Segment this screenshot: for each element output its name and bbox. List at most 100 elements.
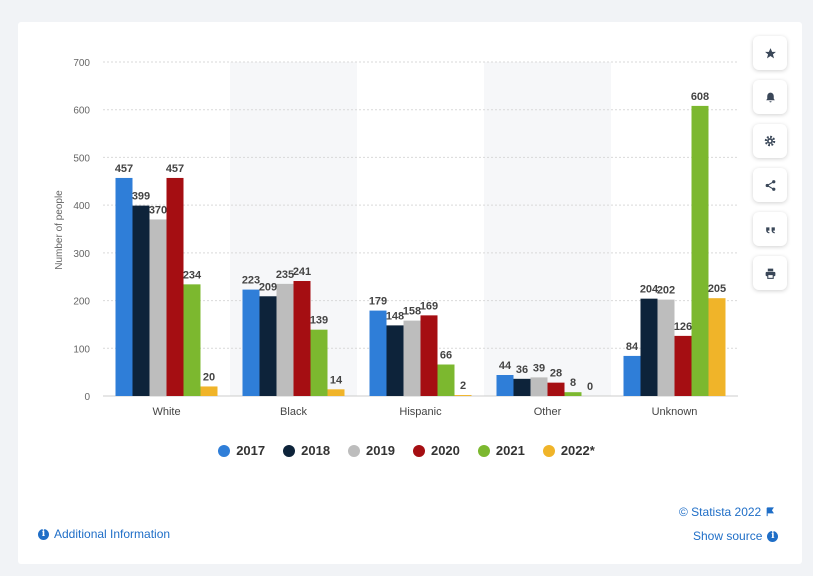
data-label: 235 bbox=[276, 269, 294, 281]
data-label: 66 bbox=[440, 350, 452, 362]
data-label: 36 bbox=[516, 364, 528, 376]
data-label: 179 bbox=[369, 296, 387, 308]
legend-item-2021[interactable]: 2021 bbox=[477, 443, 525, 458]
bar-2020-hispanic bbox=[420, 315, 438, 396]
legend-marker bbox=[477, 444, 490, 457]
share-icon bbox=[765, 179, 775, 191]
data-label: 457 bbox=[166, 163, 184, 175]
data-labels: 4572231794484399209148362043702351583920… bbox=[115, 91, 726, 393]
category-band bbox=[484, 62, 611, 396]
notification-button[interactable] bbox=[753, 80, 787, 114]
x-tick-label: Hispanic bbox=[399, 406, 442, 418]
legend-item-2017[interactable]: 2017 bbox=[218, 443, 265, 458]
settings-button[interactable] bbox=[753, 124, 787, 158]
data-label: 84 bbox=[626, 341, 639, 353]
legend: 2017 2018 2019 2020 2021 2022* bbox=[0, 443, 813, 458]
star-icon bbox=[764, 47, 776, 58]
bar-2021-unknown bbox=[691, 105, 709, 396]
legend-marker bbox=[348, 444, 361, 457]
y-tick-label: 300 bbox=[73, 249, 90, 260]
legend-label: 2021 bbox=[495, 443, 525, 458]
data-label: 204 bbox=[640, 284, 659, 296]
bar-2017-black bbox=[242, 289, 260, 396]
bar-2020-other bbox=[547, 382, 565, 396]
bar-2017-white bbox=[115, 177, 133, 396]
additional-information-link[interactable]: i Additional Information bbox=[38, 527, 170, 541]
y-tick-label: 600 bbox=[73, 106, 90, 117]
x-tick-label: Unknown bbox=[652, 406, 698, 418]
quote-icon bbox=[765, 226, 775, 233]
data-label: 158 bbox=[403, 306, 421, 318]
x-tick-label: White bbox=[152, 406, 180, 418]
data-label: 399 bbox=[132, 191, 150, 203]
info-icon: i bbox=[767, 530, 779, 542]
data-label: 205 bbox=[708, 283, 726, 295]
additional-information-label: Additional Information bbox=[54, 527, 171, 541]
y-tick-label: 100 bbox=[73, 344, 90, 355]
bar-2018-white bbox=[132, 205, 150, 396]
x-tick-label: Other bbox=[534, 406, 562, 418]
statista-credit-link[interactable]: © Statista 2022 bbox=[679, 505, 775, 519]
legend-item-2022[interactable]: 2022* bbox=[542, 443, 595, 458]
show-source-label: Show source bbox=[693, 529, 763, 543]
bar-2018-unknown bbox=[640, 298, 658, 396]
bar-2022-unknown bbox=[708, 298, 726, 396]
bar-2021-white bbox=[183, 284, 201, 396]
flag-icon bbox=[766, 507, 775, 517]
data-label: 202 bbox=[657, 285, 675, 297]
bar-2019-black bbox=[276, 283, 294, 396]
bar-2020-white bbox=[166, 177, 184, 396]
legend-marker bbox=[412, 444, 425, 457]
legend-marker bbox=[283, 444, 296, 457]
y-tick-label: 0 bbox=[84, 392, 90, 403]
data-label: 20 bbox=[203, 371, 215, 383]
legend-item-2020[interactable]: 2020 bbox=[412, 443, 460, 458]
legend-item-2018[interactable]: 2018 bbox=[283, 443, 330, 458]
legend-label: 2022* bbox=[560, 443, 595, 458]
cite-button[interactable] bbox=[753, 212, 787, 246]
info-icon: i bbox=[38, 528, 49, 540]
y-tick-label: 500 bbox=[73, 153, 90, 164]
bar-2021-other bbox=[564, 392, 582, 396]
favorite-button[interactable] bbox=[753, 36, 787, 70]
y-axis-ticks: 0 100 200 300 400 500 600 700 bbox=[73, 58, 90, 403]
data-label: 223 bbox=[242, 275, 260, 287]
bar-2022-black bbox=[327, 389, 345, 396]
gear-icon bbox=[764, 135, 776, 147]
bar-2020-unknown bbox=[674, 335, 692, 396]
bar-2018-hispanic bbox=[386, 325, 404, 396]
bar-2019-other bbox=[530, 377, 548, 396]
category-bands bbox=[230, 62, 611, 396]
bar-2017-hispanic bbox=[369, 310, 387, 396]
print-button[interactable] bbox=[753, 256, 787, 290]
share-button[interactable] bbox=[753, 168, 787, 202]
bar-2021-hispanic bbox=[437, 364, 455, 396]
data-label: 234 bbox=[183, 269, 202, 281]
data-label: 2 bbox=[460, 380, 466, 392]
show-source-link[interactable]: Show source i bbox=[693, 529, 779, 543]
data-label: 169 bbox=[420, 300, 438, 312]
data-label: 139 bbox=[310, 315, 328, 327]
data-label: 148 bbox=[386, 310, 404, 322]
data-label: 370 bbox=[149, 204, 167, 216]
y-tick-label: 200 bbox=[73, 297, 90, 308]
bar-2022-hispanic bbox=[454, 395, 472, 396]
bar-2018-black bbox=[259, 296, 277, 396]
data-label: 608 bbox=[691, 91, 709, 103]
x-tick-label: Black bbox=[280, 406, 307, 418]
bar-2022-white bbox=[200, 386, 218, 396]
legend-label: 2019 bbox=[366, 443, 395, 458]
data-label: 39 bbox=[533, 362, 545, 374]
legend-item-2019[interactable]: 2019 bbox=[348, 443, 395, 458]
bar-2017-other bbox=[496, 375, 514, 396]
bar-2019-white bbox=[149, 219, 167, 396]
bars bbox=[115, 105, 726, 396]
credit-text: © Statista 2022 bbox=[679, 505, 762, 519]
print-icon bbox=[765, 268, 775, 279]
data-label: 209 bbox=[259, 281, 277, 293]
data-label: 457 bbox=[115, 163, 133, 175]
legend-marker bbox=[218, 444, 231, 457]
bar-2019-hispanic bbox=[403, 320, 421, 396]
x-axis-ticks: White Black Hispanic Other Unknown bbox=[152, 406, 697, 418]
